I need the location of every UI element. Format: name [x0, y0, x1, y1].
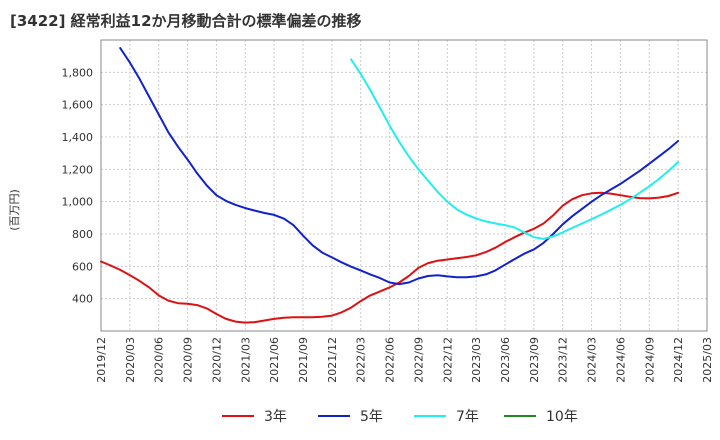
legend-swatch	[222, 415, 254, 417]
x-tick-label: 2022/06	[384, 337, 397, 383]
chart-legend: 3年 5年 7年 10年	[0, 404, 720, 428]
x-tick-label: 2023/03	[470, 337, 483, 383]
y-tick-label: 1,000	[62, 196, 94, 209]
x-tick-label: 2021/06	[268, 337, 281, 383]
y-tick-label: 400	[72, 293, 93, 306]
legend-item: 5年	[318, 404, 383, 428]
x-tick-label: 2020/03	[124, 337, 137, 383]
x-tick-label: 2019/12	[95, 337, 108, 383]
y-tick-label: 1,200	[62, 163, 94, 176]
legend-label: 7年	[456, 409, 479, 425]
y-tick-label: 800	[72, 228, 93, 241]
x-tick-label: 2020/09	[182, 337, 195, 383]
legend-item: 10年	[504, 404, 578, 428]
x-tick-label: 2024/06	[614, 337, 627, 383]
y-tick-label: 1,600	[62, 99, 94, 112]
x-tick-label: 2020/06	[153, 337, 166, 383]
series-line-3年	[100, 191, 680, 324]
legend-swatch	[414, 415, 446, 417]
legend-label: 3年	[264, 409, 287, 425]
x-tick-label: 2024/12	[672, 337, 685, 383]
y-tick-label: 1,800	[62, 66, 94, 79]
y-tick-label: 600	[72, 260, 93, 273]
chart-title: [3422] 経常利益12か月移動合計の標準偏差の推移	[10, 12, 362, 30]
x-tick-label: 2021/12	[326, 337, 339, 383]
x-tick-label: 2022/12	[441, 337, 454, 383]
x-tick-label: 2023/06	[499, 337, 512, 383]
y-tick-label: 1,400	[62, 131, 94, 144]
x-tick-label: 2021/03	[239, 337, 252, 383]
legend-swatch	[318, 415, 350, 417]
x-tick-label: 2022/09	[412, 337, 425, 383]
x-tick-label: 2024/03	[586, 337, 599, 383]
x-tick-label: 2023/09	[528, 337, 541, 383]
legend-label: 10年	[546, 409, 578, 425]
legend-item: 7年	[414, 404, 479, 428]
legend-swatch	[504, 415, 536, 417]
x-tick-label: 2020/12	[210, 337, 223, 383]
x-tick-label: 2021/09	[297, 337, 310, 383]
legend-label: 5年	[360, 409, 383, 425]
x-tick-label: 2025/03	[701, 337, 714, 383]
x-tick-label: 2022/03	[355, 337, 368, 383]
x-tick-label: 2023/12	[557, 337, 570, 383]
series-line-5年	[119, 47, 680, 286]
plot-border	[100, 39, 708, 332]
series-line-7年	[350, 58, 680, 240]
legend-item: 3年	[222, 404, 287, 428]
x-tick-label: 2024/09	[643, 337, 656, 383]
